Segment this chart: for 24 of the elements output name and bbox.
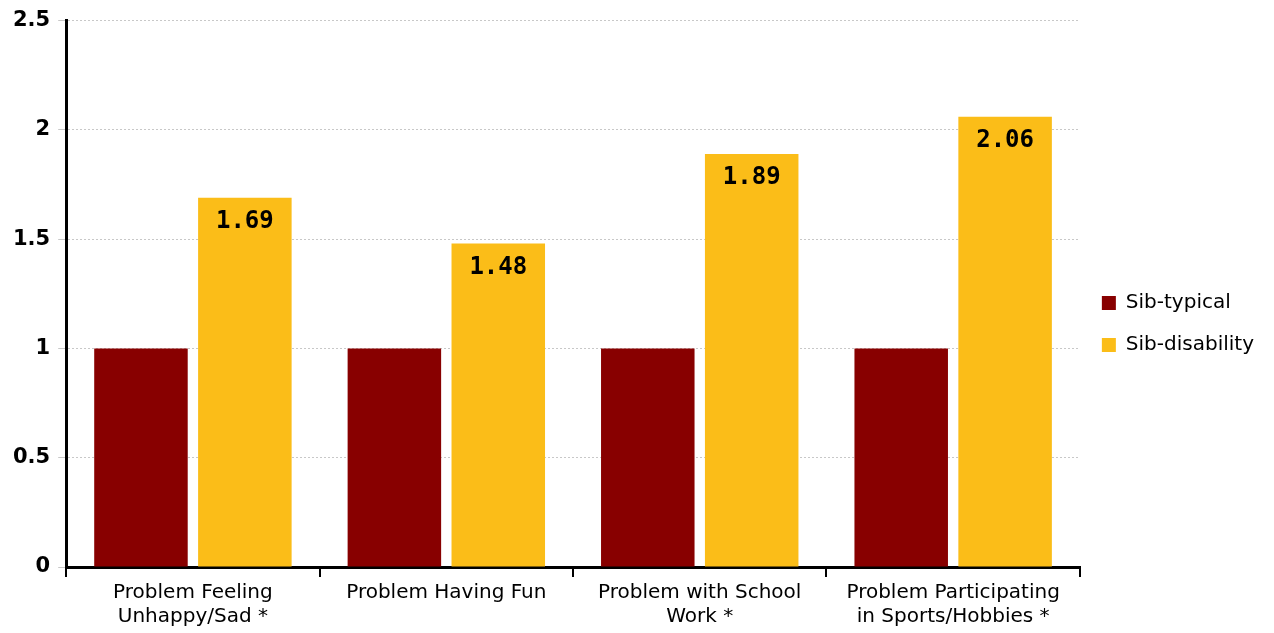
bar <box>704 153 799 567</box>
data-label: 2.06 <box>976 125 1035 153</box>
data-label: 1.89 <box>722 162 781 191</box>
y-tick-label: 2 <box>35 116 51 141</box>
bar <box>347 348 442 567</box>
x-tick-label: Problem Participating in Sports/Hobbies * <box>846 579 1060 628</box>
legend-label: Sib-disability <box>1125 331 1255 356</box>
y-tick-label: 1.5 <box>13 225 51 250</box>
y-tick-label: 0.5 <box>13 444 51 469</box>
bar <box>958 116 1052 567</box>
y-tick-label: 2.5 <box>13 7 51 32</box>
y-tick-label: 1 <box>35 334 51 359</box>
y-tick-label: 0 <box>35 553 51 578</box>
legend-label: Sib-typical <box>1125 289 1231 314</box>
bar <box>601 348 695 567</box>
data-label: 1.48 <box>469 251 528 280</box>
bar <box>94 348 188 567</box>
bar <box>854 348 948 567</box>
data-label: 1.69 <box>215 205 274 234</box>
x-tick-label: Problem Having Fun <box>346 579 547 604</box>
x-tick-label: Problem with School Work * <box>598 579 802 628</box>
bar <box>451 243 546 567</box>
bar <box>198 197 292 567</box>
x-tick-label: Problem Feeling Unhappy/Sad * <box>113 579 273 628</box>
